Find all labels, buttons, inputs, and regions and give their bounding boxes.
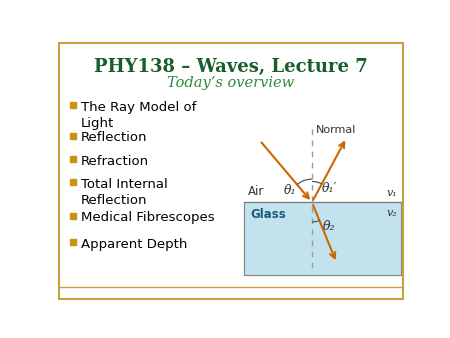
Bar <box>244 202 401 275</box>
Text: Reflection: Reflection <box>81 131 148 144</box>
Bar <box>244 202 401 275</box>
Bar <box>70 213 77 219</box>
Bar <box>70 156 77 162</box>
Text: Air: Air <box>248 185 264 198</box>
Text: The Ray Model of
Light: The Ray Model of Light <box>81 101 196 130</box>
Text: θ₁: θ₁ <box>284 184 297 197</box>
Text: Normal: Normal <box>316 125 356 135</box>
Bar <box>70 133 77 139</box>
Text: θ₁′: θ₁′ <box>321 182 337 195</box>
Text: Today’s overview: Today’s overview <box>167 76 294 90</box>
Bar <box>70 239 77 245</box>
Text: Refraction: Refraction <box>81 154 149 168</box>
Text: Glass: Glass <box>250 209 286 221</box>
Bar <box>70 179 77 185</box>
Text: v₂: v₂ <box>387 209 397 218</box>
Bar <box>70 102 77 108</box>
Text: v₁: v₁ <box>387 188 397 198</box>
Text: PHY138 – Waves, Lecture 7: PHY138 – Waves, Lecture 7 <box>94 57 368 75</box>
Text: Apparent Depth: Apparent Depth <box>81 238 188 251</box>
Text: θ₂: θ₂ <box>323 220 335 234</box>
Text: Total Internal
Reflection: Total Internal Reflection <box>81 178 168 207</box>
Text: Medical Fibrescopes: Medical Fibrescopes <box>81 212 215 224</box>
